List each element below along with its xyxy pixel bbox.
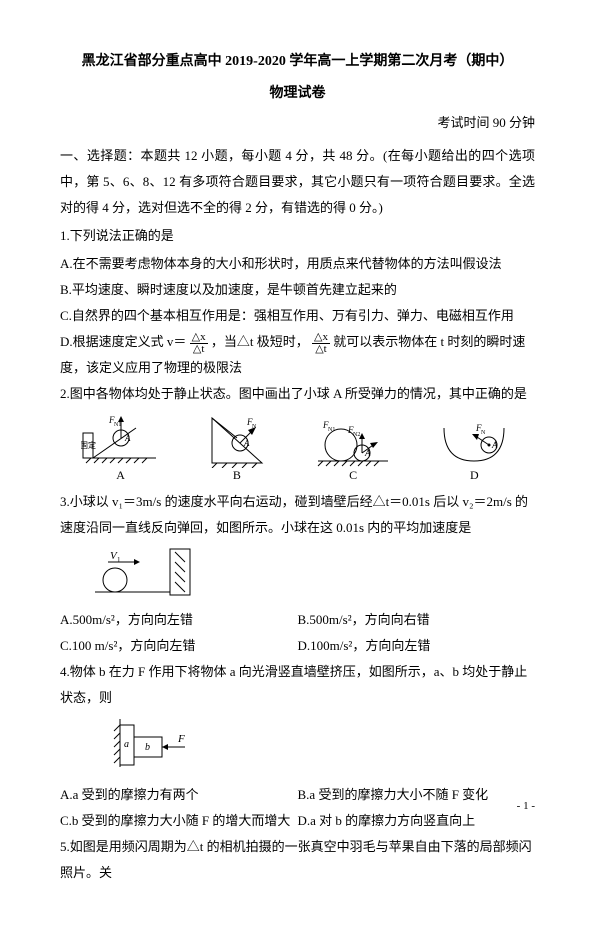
q2-figC: A FN2 FN1 C: [313, 413, 393, 483]
q4-optB: B.a 受到的摩擦力大小不随 F 变化: [298, 782, 536, 808]
q1-optD-p2: ，当△t 极短时，: [211, 334, 309, 349]
svg-text:A: A: [124, 433, 131, 443]
q4-options-row1: A.a 受到的摩擦力有两个 B.a 受到的摩擦力大小不随 F 变化: [60, 782, 535, 808]
q2-figD: A FN D: [434, 413, 514, 483]
q1-optD-p1: D.根据速度定义式 v＝: [60, 334, 186, 349]
q3-figure: V1: [90, 547, 535, 601]
exam-time: 考试时间 90 分钟: [60, 112, 535, 131]
q3-options-row2: C.100 m/s²，方向向左错 D.100m/s²，方向向左错: [60, 633, 535, 659]
q3-optC: C.100 m/s²，方向向左错: [60, 633, 298, 659]
svg-text:F: F: [177, 733, 185, 745]
fraction-icon: △x△t: [190, 332, 208, 355]
q4-optC: C.b 受到的摩擦力大小随 F 的增大而增大: [60, 808, 298, 834]
q1-stem: 1.下列说法正确的是: [60, 223, 535, 249]
svg-text:N: N: [252, 424, 257, 430]
svg-text:1: 1: [117, 556, 121, 564]
q4-figure: a b F: [90, 717, 535, 776]
q3-optA: A.500m/s²，方向向左错: [60, 607, 298, 633]
q2-figA: 固定 A FN1 A: [81, 413, 161, 483]
q3-optD: D.100m/s²，方向向左错: [298, 633, 536, 659]
q4-stem: 4.物体 b 在力 F 作用下将物体 a 向光滑竖直墙壁挤压，如图所示，a、b …: [60, 659, 535, 711]
q1-optA: A.在不需要考虑物体本身的大小和形状时，用质点来代替物体的方法叫假设法: [60, 251, 535, 277]
svg-text:A: A: [491, 440, 498, 450]
q3-optB: B.500m/s²，方向向右错: [298, 607, 536, 633]
page-title: 黑龙江省部分重点高中 2019-2020 学年高一上学期第二次月考（期中）: [60, 50, 535, 70]
page-number: - 1 -: [517, 800, 535, 812]
q1-optB: B.平均速度、瞬时速度以及加速度，是牛顿首先建立起来的: [60, 277, 535, 303]
svg-text:固定: 固定: [81, 440, 96, 450]
q3-options-row1: A.500m/s²，方向向左错 B.500m/s²，方向向右错: [60, 607, 535, 633]
svg-text:b: b: [145, 742, 150, 753]
q1-optD: D.根据速度定义式 v＝ △x△t ，当△t 极短时， △x△t 就可以表示物体…: [60, 329, 535, 381]
q2-figures: 固定 A FN1 A A FN B: [60, 413, 535, 483]
q2-stem: 2.图中各物体均处于静止状态。图中画出了小球 A 所受弹力的情况，其中正确的是: [60, 381, 535, 407]
section-intro: 一、选择题：本题共 12 小题，每小题 4 分，共 48 分。(在每小题给出的四…: [60, 143, 535, 221]
q4-options-row2: C.b 受到的摩擦力大小随 F 的增大而增大 D.a 对 b 的摩擦力方向竖直向…: [60, 808, 535, 834]
svg-text:N1: N1: [328, 427, 335, 433]
q1-optC: C.自然界的四个基本相互作用是：强相互作用、万有引力、弹力、电磁相互作用: [60, 303, 535, 329]
q4-optD: D.a 对 b 的摩擦力方向竖直向上: [298, 808, 536, 834]
q3-stem: 3.小球以 v₁＝3m/s 的速度水平向右运动，碰到墙壁后经△t＝0.01s 后…: [60, 489, 535, 541]
svg-text:N2: N2: [353, 432, 360, 438]
svg-text:N1: N1: [114, 422, 121, 428]
q2-figB: A FN B: [202, 413, 272, 483]
svg-text:a: a: [124, 739, 129, 750]
svg-text:N: N: [481, 430, 486, 436]
page-subtitle: 物理试卷: [60, 82, 535, 102]
q4-optA: A.a 受到的摩擦力有两个: [60, 782, 298, 808]
fraction-icon: △x△t: [312, 332, 330, 355]
